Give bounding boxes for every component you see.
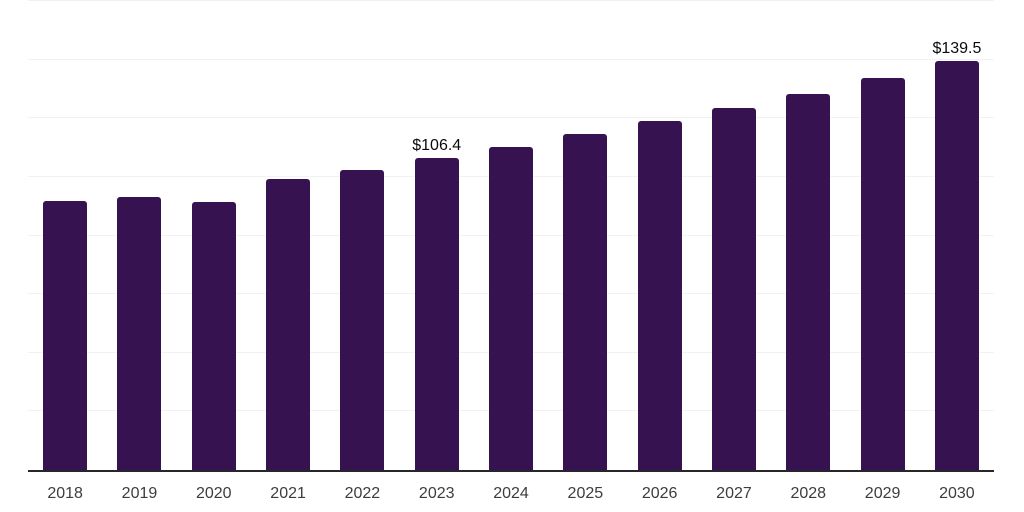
bar-band-2022 (325, 1, 399, 470)
bar-band-2023: $106.4 (400, 1, 474, 470)
bar-2023 (414, 158, 459, 470)
bar-stack-2022 (340, 1, 385, 470)
bar-stack-2020 (191, 1, 236, 470)
x-tick-2022: 2022 (344, 485, 381, 502)
bar-band-2024 (474, 1, 548, 470)
bar-stack-2026 (637, 1, 682, 470)
x-tick-2026: 2026 (641, 485, 678, 502)
bar-band-2029 (845, 1, 919, 470)
bar-band-2030: $139.5 (920, 1, 994, 470)
bar-2027 (711, 108, 756, 470)
bar-stack-2019 (117, 1, 162, 470)
x-tick-2018: 2018 (47, 485, 83, 502)
bar-stack-2018 (43, 1, 88, 470)
bar-2020 (191, 201, 236, 470)
x-tick-2021: 2021 (270, 485, 306, 502)
x-tick-2023: 2023 (418, 485, 455, 502)
bar-band-2018 (28, 1, 102, 470)
x-tick-2027: 2027 (716, 485, 752, 502)
bar-2025 (563, 134, 608, 470)
bar-stack-2030: $139.5 (932, 1, 981, 470)
bar-2028 (786, 94, 831, 470)
bar-stack-2027 (711, 1, 756, 470)
x-tick-2019: 2019 (121, 485, 158, 502)
bar-stack-2023: $106.4 (412, 1, 461, 470)
x-tick-2030: 2030 (939, 485, 975, 502)
bar-band-2027 (697, 1, 771, 470)
bar-band-2019 (102, 1, 176, 470)
bar-band-2020 (177, 1, 251, 470)
bar-2021 (266, 178, 311, 470)
x-tick-2024: 2024 (493, 485, 529, 502)
bar-band-2026 (623, 1, 697, 470)
plot-area: $106.4 $139.5 (28, 0, 994, 472)
bar-2022 (340, 170, 385, 470)
bar-2026 (637, 121, 682, 470)
x-tick-2025: 2025 (567, 485, 604, 502)
bar-value-label-2023: $106.4 (412, 137, 462, 155)
bar-band-2028 (771, 1, 845, 470)
bar-2024 (489, 146, 534, 470)
bar-stack-2029 (860, 1, 905, 470)
bar-2030 (934, 61, 979, 470)
bar-2019 (117, 196, 162, 470)
x-axis-labels: 2018 2019 2020 2021 2022 2023 2024 2025 2026 2027… (28, 485, 994, 503)
bar-stack-2025 (563, 1, 608, 470)
bar-stack-2028 (786, 1, 831, 470)
x-tick-2029: 2029 (864, 485, 901, 502)
bar-band-2025 (548, 1, 622, 470)
bar-band-2021 (251, 1, 325, 470)
bar-stack-2024 (489, 1, 534, 470)
bar-stack-2021 (266, 1, 311, 470)
x-tick-2020: 2020 (195, 485, 232, 502)
bar-2018 (43, 200, 88, 470)
bar-2029 (860, 77, 905, 470)
bar-value-label-2030: $139.5 (932, 40, 982, 58)
x-tick-2028: 2028 (790, 485, 827, 502)
